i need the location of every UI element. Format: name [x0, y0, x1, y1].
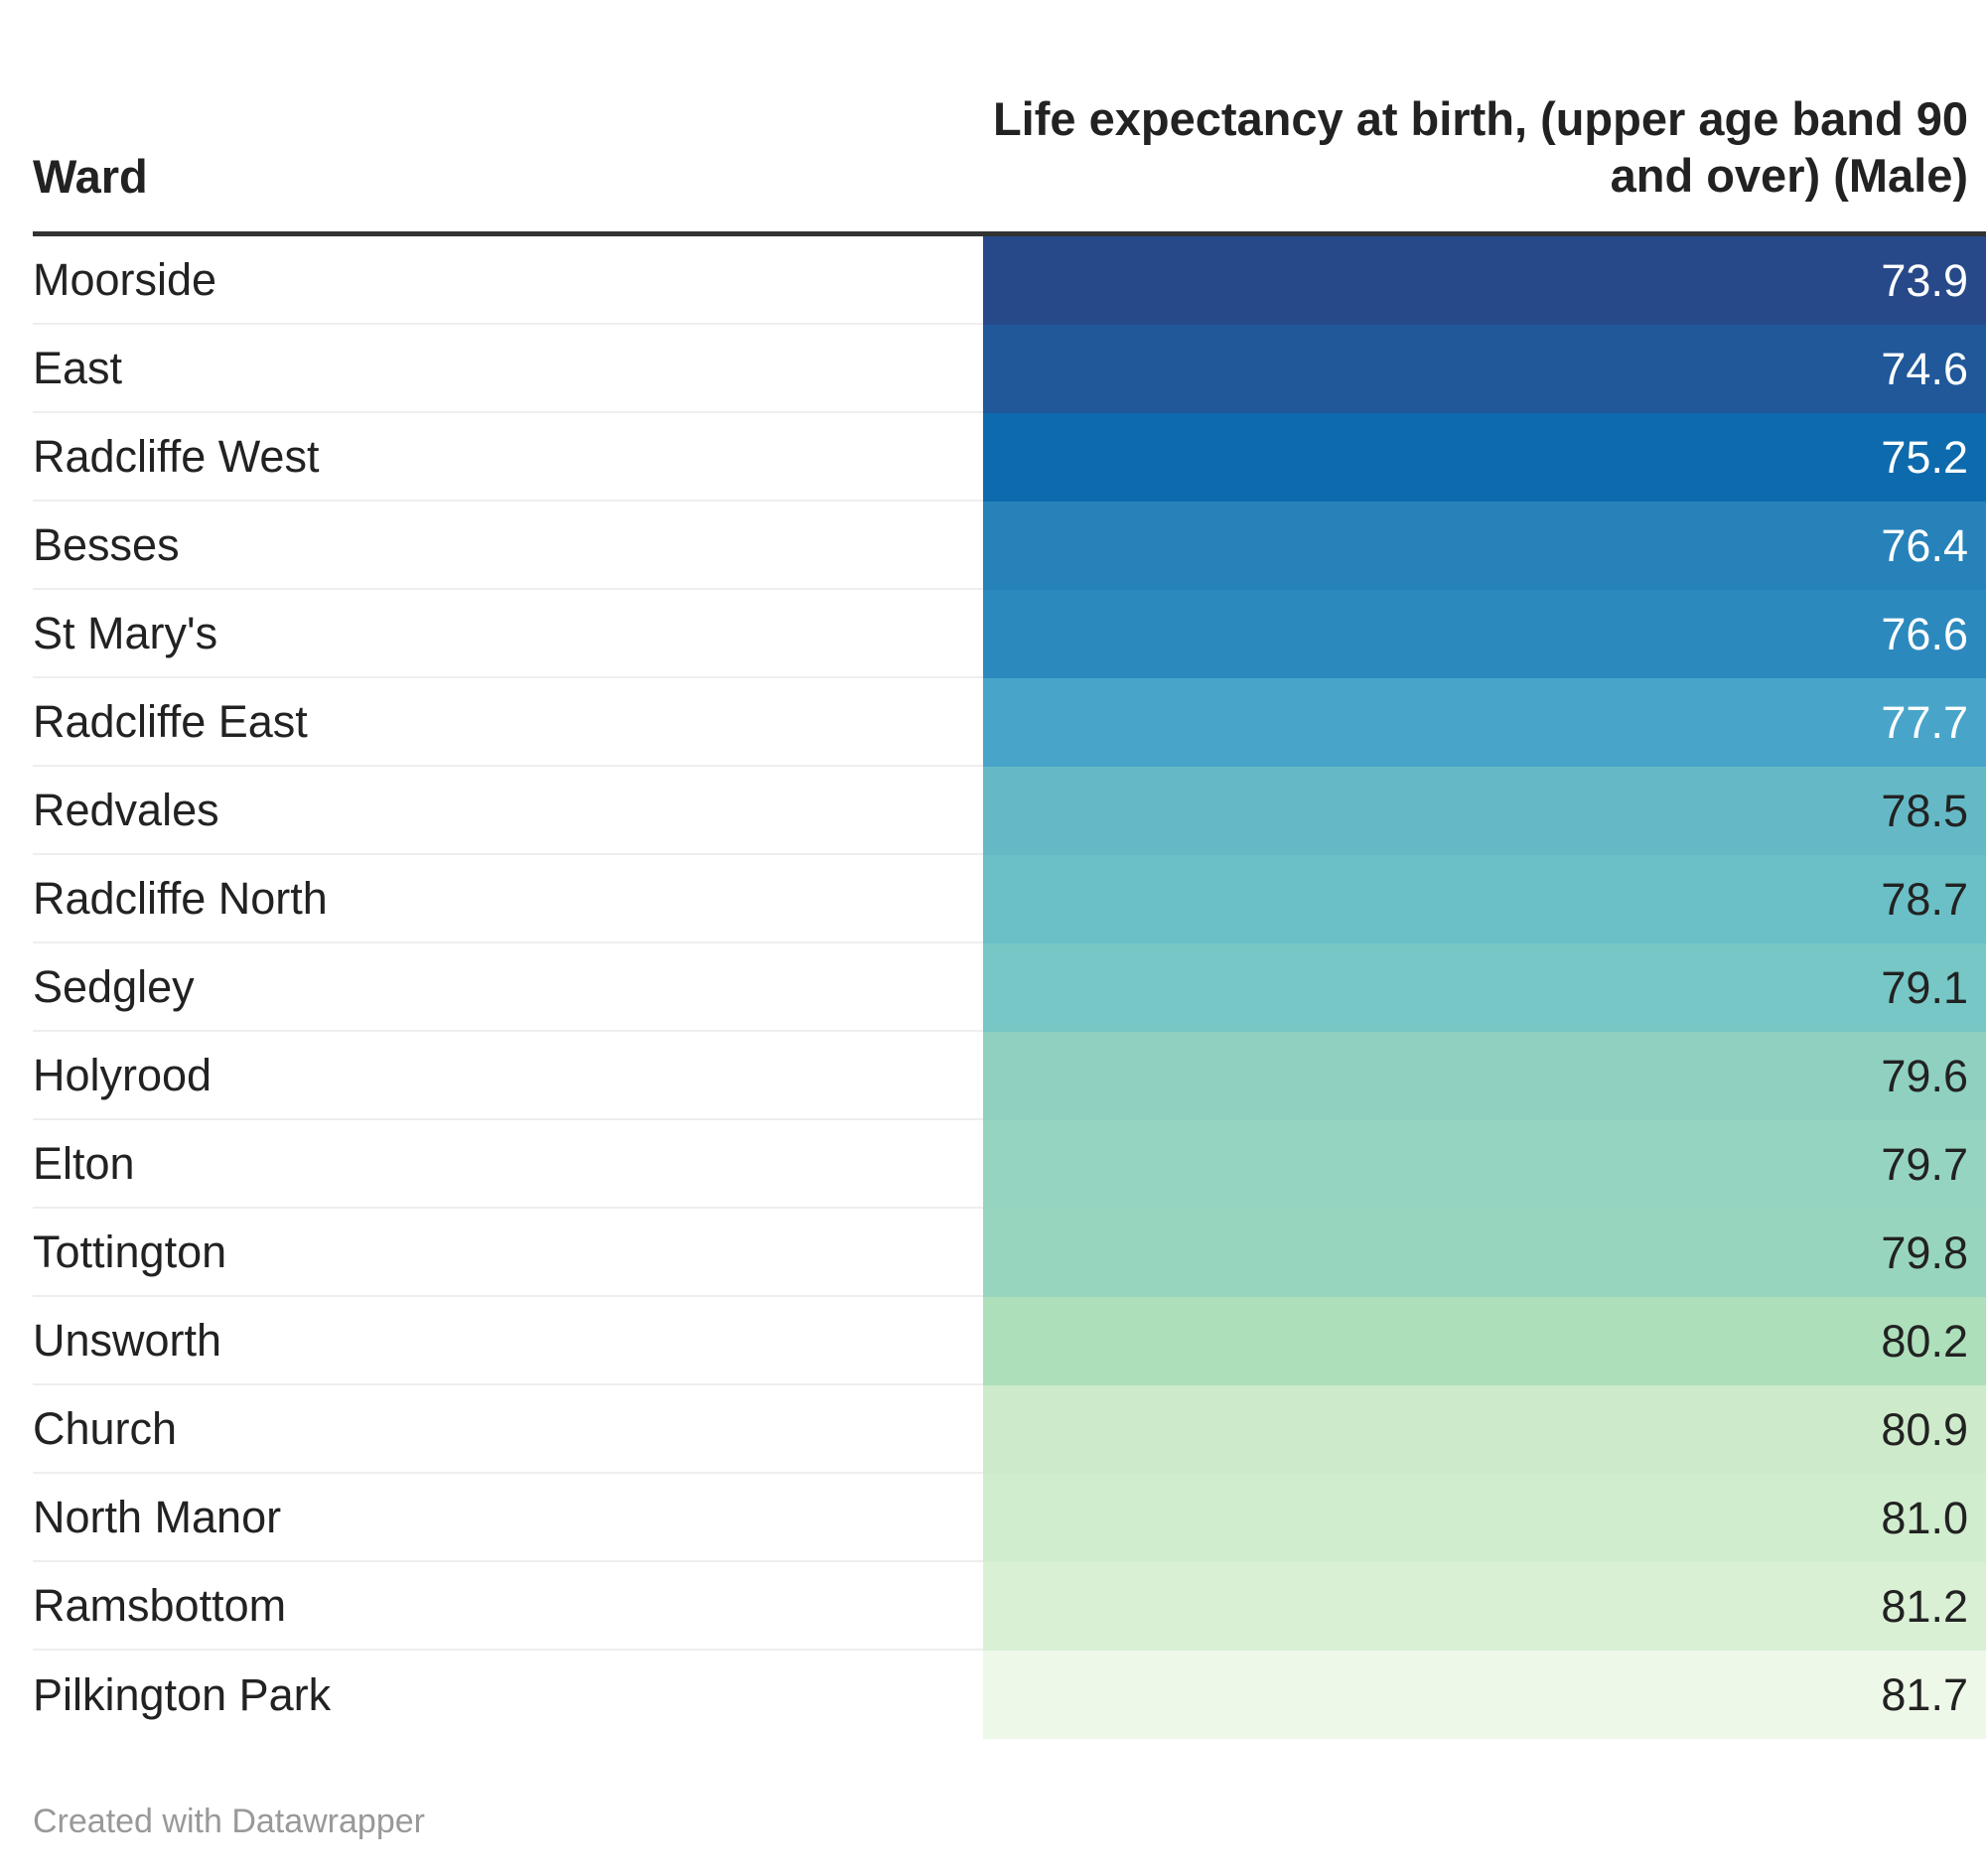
ward-name-cell: Pilkington Park: [33, 1668, 332, 1720]
ward-name-cell: Besses: [33, 502, 983, 590]
life-expectancy-value-cell: 79.1: [983, 943, 1986, 1032]
ward-name-cell: Radcliffe North: [33, 855, 983, 943]
table-row: St Mary's 76.6: [33, 590, 1986, 678]
life-expectancy-value-cell: 78.7: [983, 855, 1986, 943]
life-expectancy-value-cell: 77.7: [983, 678, 1986, 767]
life-expectancy-value-cell: 75.2: [983, 413, 1986, 502]
table-row: North Manor 81.0: [33, 1474, 1986, 1562]
data-table: Ward Life expectancy at birth, (upper ag…: [33, 92, 1986, 1739]
ward-column-header[interactable]: Ward: [33, 150, 148, 203]
table-row: Moorside 73.9: [33, 236, 1986, 325]
life-expectancy-column-header[interactable]: Life expectancy at birth, (upper age ban…: [992, 92, 1968, 202]
ward-name-cell: Radcliffe West: [33, 413, 983, 502]
life-expectancy-value-cell: 76.4: [983, 502, 1986, 590]
table-row: Tottington 79.8: [33, 1209, 1986, 1297]
life-expectancy-value-cell: 81.2: [983, 1562, 1986, 1651]
ward-name-cell: Holyrood: [33, 1032, 983, 1120]
life-expectancy-value-cell: 79.6: [983, 1032, 1986, 1120]
table-row: Elton 79.7: [33, 1120, 1986, 1209]
table-row: Redvales 78.5: [33, 767, 1986, 855]
ward-name-cell: Ramsbottom: [33, 1562, 983, 1651]
ward-name-cell: Sedgley: [33, 943, 983, 1032]
life-expectancy-value-cell: 74.6: [983, 325, 1986, 413]
table-body: Moorside 73.9 East 74.6 Radcliffe West 75.2 Be…: [33, 236, 1986, 1739]
life-expectancy-value-cell: 76.6: [983, 590, 1986, 678]
life-expectancy-value-cell: 81.0: [983, 1474, 1986, 1562]
ward-name-cell: East: [33, 325, 983, 413]
table-row: Holyrood 79.6: [33, 1032, 1986, 1120]
ward-name-cell: St Mary's: [33, 590, 983, 678]
life-expectancy-value-cell: 80.9: [983, 1385, 1986, 1474]
datawrapper-credit: Created with Datawrapper: [33, 1803, 425, 1840]
table-row: Radcliffe East 77.7: [33, 678, 1986, 767]
ward-name-cell: Redvales: [33, 767, 983, 855]
table-row: Radcliffe North 78.7: [33, 855, 1986, 943]
life-expectancy-value-cell: 73.9: [983, 236, 1986, 325]
life-expectancy-value-cell: 79.8: [983, 1209, 1986, 1297]
life-expectancy-value-cell: 81.7: [983, 1651, 1986, 1739]
ward-name-cell: Unsworth: [33, 1297, 983, 1385]
table-row: Ramsbottom 81.2: [33, 1562, 1986, 1651]
table-header: Ward Life expectancy at birth, (upper ag…: [33, 92, 1986, 236]
table-row: Sedgley 79.1: [33, 943, 1986, 1032]
table-row: Radcliffe West 75.2: [33, 413, 1986, 502]
life-expectancy-value-cell: 79.7: [983, 1120, 1986, 1209]
table-row: East 74.6: [33, 325, 1986, 413]
ward-name-cell: Church: [33, 1385, 983, 1474]
table-row: Pilkington Park 81.7: [33, 1651, 1986, 1739]
ward-name-cell: Moorside: [33, 236, 983, 325]
ward-name-cell: Tottington: [33, 1209, 983, 1297]
table-row: Unsworth 80.2: [33, 1297, 1986, 1385]
ward-name-cell: North Manor: [33, 1474, 983, 1562]
table-row: Besses 76.4: [33, 502, 1986, 590]
life-expectancy-value-cell: 78.5: [983, 767, 1986, 855]
table-row: Church 80.9: [33, 1385, 1986, 1474]
ward-name-cell: Radcliffe East: [33, 678, 983, 767]
life-expectancy-value-cell: 80.2: [983, 1297, 1986, 1385]
ward-name-cell: Elton: [33, 1120, 983, 1209]
